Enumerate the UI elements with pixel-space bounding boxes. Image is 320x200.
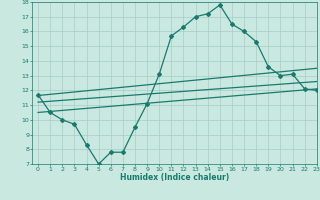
X-axis label: Humidex (Indice chaleur): Humidex (Indice chaleur) [120, 173, 229, 182]
